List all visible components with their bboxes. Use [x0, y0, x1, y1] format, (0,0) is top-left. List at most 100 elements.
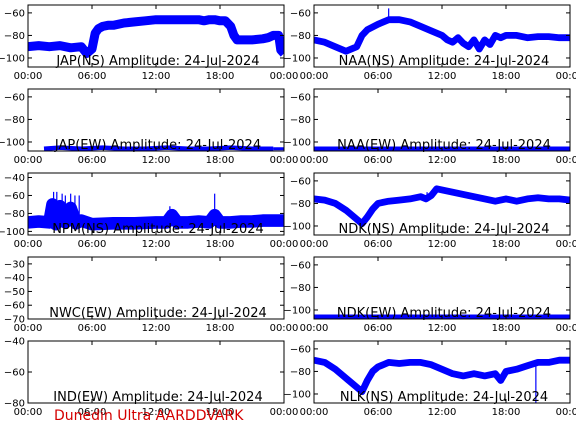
panel-title: IND(EW) Amplitude: 24-Jul-2024 — [53, 390, 262, 405]
x-tick-label: 12:00 — [142, 407, 171, 418]
x-tick-label: 12:00 — [142, 71, 171, 82]
x-tick-label: 00:00 — [14, 239, 43, 250]
x-tick-label: 00:00 — [556, 407, 576, 418]
y-tick-label: −50 — [4, 287, 25, 298]
x-tick-label: 12:00 — [428, 155, 457, 166]
y-tick-label: −40 — [4, 337, 25, 348]
x-tick-label: 18:00 — [206, 323, 235, 334]
y-tick-label: −100 — [284, 53, 311, 64]
x-tick-label: 18:00 — [206, 239, 235, 250]
trace-band — [28, 15, 284, 58]
x-tick-label: 00:00 — [270, 323, 299, 334]
amplitude-trace — [28, 191, 284, 231]
y-tick-label: −80 — [4, 115, 25, 126]
amplitude-panel: 00:00 06:00 12:00 18:00 00:00−80−60−40IND(EW… — [4, 337, 299, 419]
amplitude-trace — [28, 15, 284, 58]
x-tick-label: 00:00 — [270, 71, 299, 82]
x-tick-label: 06:00 — [364, 407, 393, 418]
amplitude-panel: 00:00 06:00 12:00 18:00 00:00 −100 −80 −60 NLK(N… — [284, 340, 576, 418]
y-tick-label: −100 — [284, 389, 311, 400]
panel-title: NLK(NS) Amplitude: 24-Jul-2024 — [340, 390, 548, 405]
x-tick-label: 00:00 — [556, 71, 576, 82]
x-tick-label: 18:00 — [492, 323, 521, 334]
x-tick-label: 00:00 — [556, 155, 576, 166]
x-tick-label: 00:00 — [14, 323, 43, 334]
x-tick-label: 00:00 — [300, 239, 329, 250]
y-tick-label: −60 — [290, 260, 311, 271]
y-tick-label: −70 — [4, 315, 25, 326]
panel-title: NDK(NS) Amplitude: 24-Jul-2024 — [338, 222, 549, 237]
x-tick-label: 06:00 — [78, 323, 107, 334]
x-tick-label: 12:00 — [428, 407, 457, 418]
y-tick-label: −100 — [284, 221, 311, 232]
x-tick-label: 12:00 — [142, 155, 171, 166]
y-tick-label: −60 — [290, 92, 311, 103]
amplitude-panel: 00:00 06:00 12:00 18:00 00:00 −100 −80 −60 NAA(N… — [284, 4, 576, 82]
footer-caption: Dunedin Ultra AARDDVARK — [54, 408, 244, 424]
x-tick-label: 06:00 — [364, 71, 393, 82]
panel-title: JAP(NS) Amplitude: 24-Jul-2024 — [55, 54, 259, 69]
trace-band — [314, 185, 570, 228]
amplitude-trace — [314, 356, 570, 403]
amplitude-panel: 00:00 06:00 12:00 18:00 00:00 −100 −80 −60 JAP(N… — [0, 4, 299, 82]
x-tick-label: 00:00 — [270, 407, 299, 418]
amplitude-panel: 00:00 06:00 12:00 18:00 00:00−100−80−60−40NP… — [0, 172, 299, 250]
y-tick-label: −100 — [284, 305, 311, 316]
x-tick-label: 12:00 — [428, 71, 457, 82]
trace-line — [314, 19, 570, 52]
trace-line — [314, 188, 570, 225]
trace-line — [28, 204, 284, 225]
x-tick-label: 00:00 — [270, 155, 299, 166]
x-tick-label: 00:00 — [300, 407, 329, 418]
y-tick-label: −60 — [4, 191, 25, 202]
panel-title: NWC(EW) Amplitude: 24-Jul-2024 — [49, 306, 267, 321]
x-tick-label: 18:00 — [492, 155, 521, 166]
y-tick-label: −100 — [0, 53, 25, 64]
trace-line — [28, 19, 284, 55]
x-tick-label: 00:00 — [556, 323, 576, 334]
amplitude-trace — [314, 8, 570, 55]
y-tick-label: −60 — [4, 368, 25, 379]
y-tick-label: −60 — [4, 301, 25, 312]
x-tick-label: 00:00 — [14, 407, 43, 418]
x-tick-label: 12:00 — [142, 323, 171, 334]
y-tick-label: −100 — [0, 137, 25, 148]
y-tick-label: −80 — [4, 31, 25, 42]
y-tick-label: −80 — [290, 283, 311, 294]
amplitude-panel: 00:00 06:00 12:00 18:00 00:00 −100 −80 −60 JAP(E… — [0, 88, 299, 166]
x-tick-label: 18:00 — [492, 71, 521, 82]
x-tick-label: 00:00 — [300, 323, 329, 334]
x-tick-label: 00:00 — [270, 239, 299, 250]
y-tick-label: −30 — [4, 259, 25, 270]
x-tick-label: 06:00 — [78, 155, 107, 166]
trace-line — [314, 359, 570, 393]
y-tick-label: −80 — [290, 115, 311, 126]
panel-title: NDK(EW) Amplitude: 24-Jul-2024 — [337, 306, 551, 321]
x-tick-label: 06:00 — [78, 407, 107, 418]
y-tick-label: −80 — [4, 209, 25, 220]
amplitude-trace — [314, 185, 570, 228]
amplitude-panel: 00:00 06:00 12:00 18:00 00:00 −100 −80 −60 NAA(E… — [284, 88, 576, 166]
y-tick-label: −80 — [290, 199, 311, 210]
x-tick-label: 00:00 — [14, 71, 43, 82]
amplitude-panel: 00:00 06:00 12:00 18:00 00:00 −100 −80 −60 NDK(N… — [284, 172, 576, 250]
y-tick-label: −60 — [4, 92, 25, 103]
x-tick-label: 18:00 — [492, 239, 521, 250]
y-tick-label: −80 — [290, 367, 311, 378]
x-tick-label: 18:00 — [206, 71, 235, 82]
y-tick-label: −100 — [0, 227, 25, 238]
amplitude-panel: 00:00 06:00 12:00 18:00 00:00 −100 −80 −60 NDK(E… — [284, 256, 576, 334]
panel-title: NPM(NS) Amplitude: 24-Jul-2024 — [52, 222, 264, 237]
x-tick-label: 00:00 — [300, 71, 329, 82]
x-tick-label: 18:00 — [206, 155, 235, 166]
x-tick-label: 18:00 — [492, 407, 521, 418]
x-tick-label: 00:00 — [300, 155, 329, 166]
x-tick-label: 06:00 — [364, 155, 393, 166]
amplitude-panel: 00:00 06:00 12:00 18:00 00:00−70−60−50−40−30… — [4, 256, 299, 334]
x-tick-label: 06:00 — [78, 71, 107, 82]
x-tick-label: 06:00 — [364, 239, 393, 250]
x-tick-label: 12:00 — [428, 239, 457, 250]
x-tick-label: 00:00 — [556, 239, 576, 250]
y-tick-label: −60 — [290, 176, 311, 187]
